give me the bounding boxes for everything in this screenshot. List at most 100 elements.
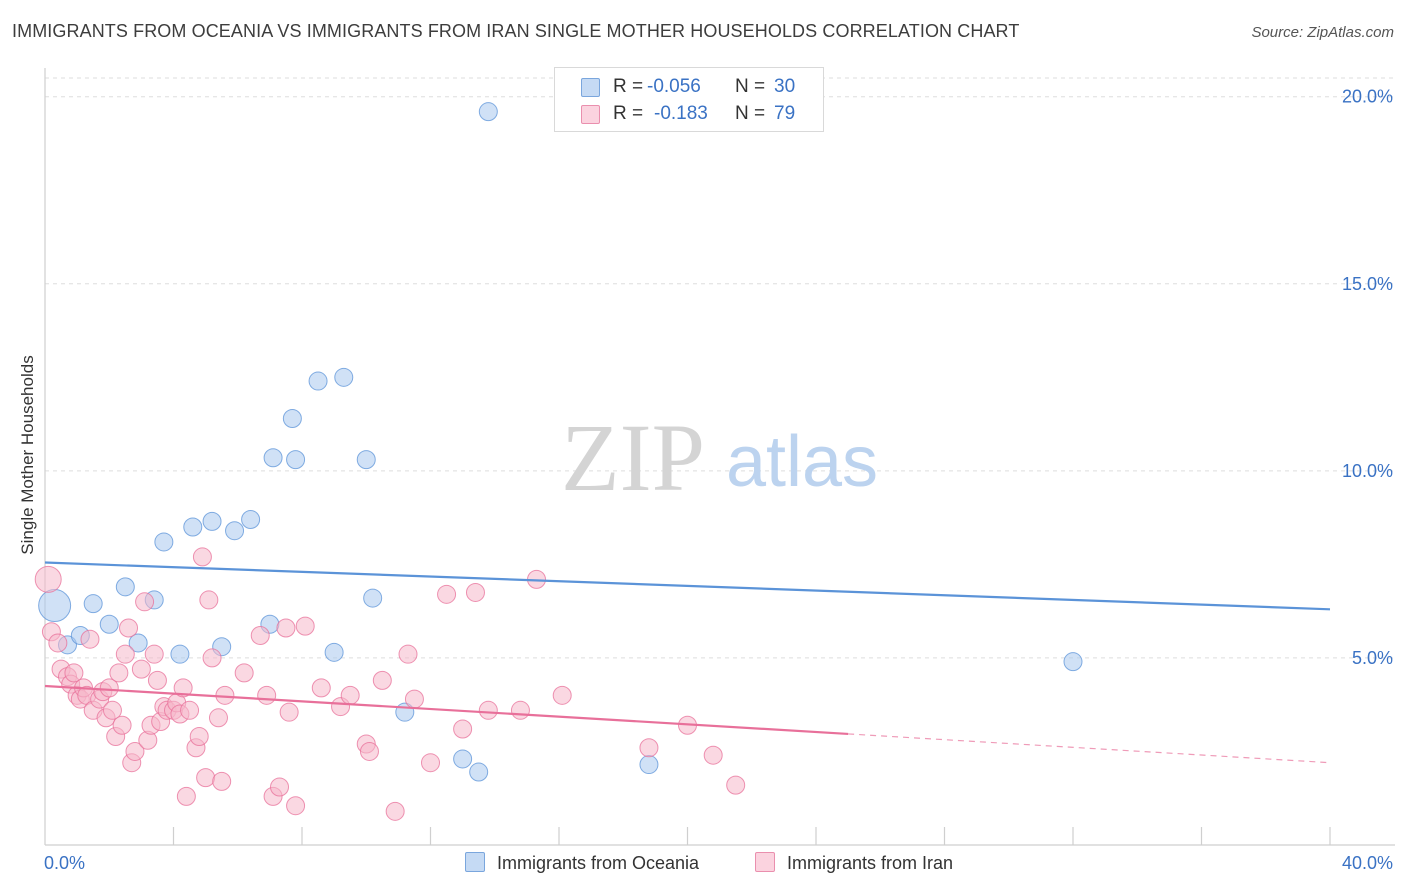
iran-point [125,741,145,761]
iran-point [202,648,222,668]
oceania-point [308,371,328,391]
x-tick-label: 40.0% [1342,853,1393,873]
y-axis-label: Single Mother Households [18,355,37,555]
iran-point [80,629,100,649]
n-label: N = [735,103,766,124]
r-label: R = [613,76,644,97]
oceania-point [154,532,174,552]
oceania-point [1063,652,1083,672]
oceania-point [170,644,190,664]
n-value: 30 [774,76,796,97]
watermark-zip: ZIP [561,404,705,511]
iran-point [552,685,572,705]
legend-swatch-iran [755,852,775,872]
legend-swatch-oceania [581,78,600,97]
iran-point [199,590,219,610]
legend-item-oceania[interactable]: Immigrants from Oceania [465,852,699,874]
iran-trend-line [44,684,849,736]
chart-title: IMMIGRANTS FROM OCEANIA VS IMMIGRANTS FR… [12,21,1020,41]
oceania-point [453,749,473,769]
oceania-point [334,367,354,387]
iran-point [311,678,331,698]
iran-point [131,659,151,679]
r-value: -0.056 [647,76,701,97]
iran-point [196,768,216,788]
iran-point [176,786,196,806]
oceania-point [478,102,498,122]
iran-point [279,702,299,722]
y-tick-label: 15.0% [1342,274,1393,294]
legend-swatch-oceania [465,852,485,872]
series-legend: Immigrants from Oceania Immigrants from … [0,852,1406,878]
iran-point [48,633,68,653]
iran-point [465,582,485,602]
iran-point [276,618,296,638]
axes [44,68,1395,846]
y-tick-label: 5.0% [1352,648,1393,668]
oceania-point [83,594,103,614]
watermark: ZIP atlas [561,404,878,511]
legend-label-oceania: Immigrants from Oceania [497,853,700,873]
iran-point [115,644,135,664]
oceania-point [38,589,72,623]
oceania-point [324,642,344,662]
oceania-trend-line [44,561,1331,611]
iran-point [144,644,164,664]
oceania-point [241,509,261,529]
oceania-point [183,517,203,537]
iran-point [99,678,119,698]
iran-point [295,616,315,636]
legend-swatch-iran [581,105,600,124]
iran-point [703,745,723,765]
iran-point [119,618,139,638]
iran-point [510,700,530,720]
oceania-point [128,633,148,653]
iran-point [250,625,270,645]
iran-point [189,726,209,746]
iran-point [437,584,457,604]
n-label: N = [735,76,766,97]
tick-labels: 5.0% 10.0% 15.0% 20.0% 0.0% 40.0% [44,87,1393,873]
legend-item-iran[interactable]: Immigrants from Iran [755,852,953,874]
oceania-point [225,521,245,541]
oceania-point [286,450,306,470]
correlation-legend: R = -0.056 N = 30 R = -0.183 N = 79 [554,67,824,132]
iran-point [180,700,200,720]
iran-point [340,685,360,705]
iran-point [421,753,440,773]
iran-point [639,738,659,758]
oceania-point [356,450,376,470]
iran-point [147,670,167,690]
iran-point [173,678,193,698]
source-credit: Source: ZipAtlas.com [1251,24,1394,41]
oceania-point [639,755,659,775]
y-tick-label: 10.0% [1342,461,1393,481]
iran-point [372,670,392,690]
iran-point [385,801,405,821]
iran-point [478,700,498,720]
iran-point [34,565,62,593]
iran-point [257,685,277,705]
x-tick-label: 0.0% [44,853,85,873]
iran-point [359,741,379,761]
trend-lines [44,561,1331,764]
oceania-point [469,762,489,782]
iran-point [398,644,418,664]
oceania-point [263,448,283,468]
oceania-point [99,614,119,634]
iran-point [102,700,122,720]
r-value: -0.183 [654,103,708,124]
iran-point [135,592,155,612]
iran-point [404,689,424,709]
iran-point [270,777,290,797]
iran-point [64,663,84,683]
iran-point [109,663,129,683]
watermark-atlas: atlas [726,422,878,502]
iran-point [726,775,746,795]
oceania-point [363,588,383,608]
oceania-point [282,408,302,428]
y-tick-label: 20.0% [1342,87,1393,107]
r-label: R = [613,103,644,124]
iran-point [112,715,132,735]
